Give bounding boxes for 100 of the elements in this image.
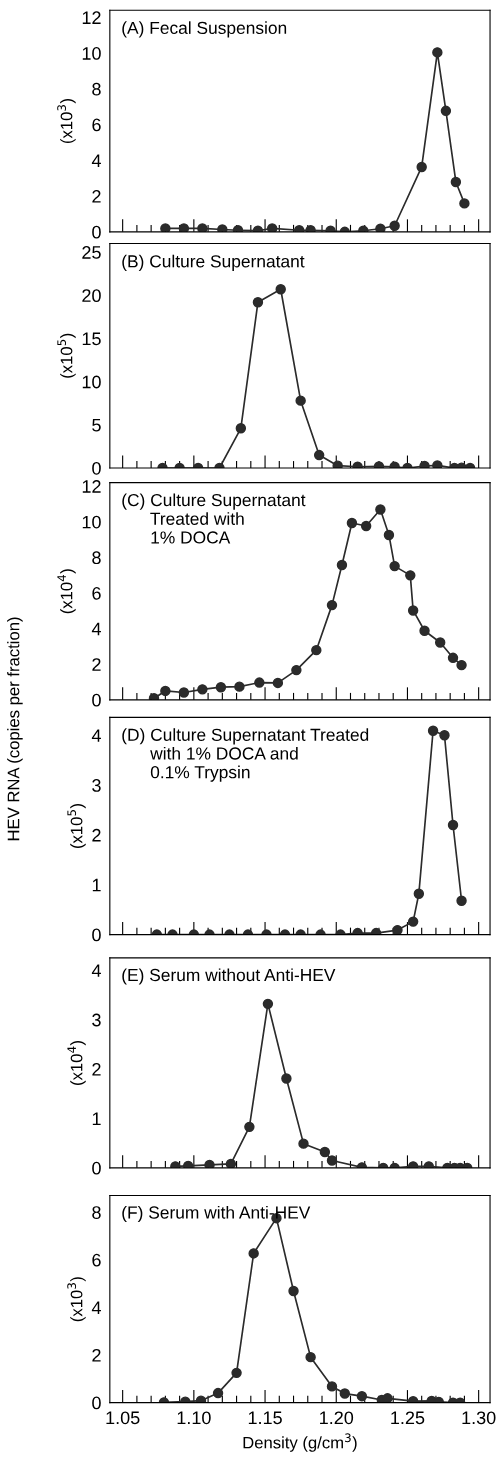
point [356,1390,368,1402]
point [262,998,274,1010]
point [405,570,416,581]
x-tick-label: 1.25 [391,1411,425,1425]
y-tick-label: 12 [82,480,101,493]
point [281,1073,292,1084]
point [447,819,459,831]
point [215,681,227,693]
point [434,637,446,648]
y-tick-label: 8 [92,551,101,565]
x-tick-label: 1.10 [177,1411,211,1425]
point [419,460,430,469]
point [291,664,302,676]
point [225,1158,237,1168]
y-tick-label: 15 [82,332,101,346]
text: (F) Serum with Anti-HEV [122,1205,311,1223]
point [160,685,171,697]
y-tick-label: 12 [82,11,101,24]
point [272,677,284,689]
point [456,659,467,671]
point [389,220,400,231]
point [389,560,400,572]
point [432,47,443,58]
y-tick-label: 6 [92,586,101,600]
text: HEV RNA (copies per fraction) [7,617,23,841]
point [254,677,265,688]
point [235,423,247,434]
point [178,223,190,232]
text: (A) Fecal Suspension [122,21,287,38]
point [288,1285,299,1297]
point [244,1121,255,1133]
y-axis-title: (x10$^{4}$) [67,1040,86,1085]
point [336,559,348,571]
y-tick-label: 2 [92,828,101,842]
point [160,223,171,232]
y-tick-label: 0 [92,928,101,942]
y-tick-label: 25 [82,246,101,259]
point [439,730,450,741]
y-tick-label: 5 [92,418,101,432]
point [447,652,459,664]
x-tick-label: 1.15 [248,1411,282,1425]
y-tick-label: 6 [92,1253,101,1267]
point [197,684,208,695]
point [266,223,278,232]
y-tick-label: 0 [92,225,101,239]
y-tick-label: 3 [92,1013,101,1027]
point [212,1387,224,1399]
y-tick-label: 10 [82,515,101,529]
point [407,916,419,927]
y-tick-label: 1 [92,878,101,892]
point [456,895,467,906]
y-tick-label: 10 [82,375,101,389]
point [204,1159,215,1168]
text: (E) Serum without Anti-HEV [122,968,336,985]
point [346,517,358,529]
point [419,625,430,636]
point [178,687,190,698]
y-tick-label: 1 [92,1112,101,1125]
y-tick-label: 0 [92,693,101,707]
point [383,529,395,541]
point [360,520,372,532]
y-axis-title: (x10$^{4}$) [57,569,76,614]
y-tick-label: 10 [82,47,101,60]
y-axis-title: (x10$^{3}$) [67,1277,86,1322]
text: (C) Culture Supernatant Treated with 1% DOCA [122,493,306,544]
point [231,1367,242,1379]
y-axis-title: (x10$^{3}$) [57,99,76,144]
y-tick-label: 2 [92,190,101,203]
y-tick-label: 6 [92,118,101,132]
y-tick-label: 2 [92,1348,101,1362]
y-tick-label: 2 [92,1062,101,1076]
point [375,223,386,232]
x-tick-label: 1.20 [320,1411,354,1425]
point [217,224,228,232]
point [252,297,264,308]
point [459,198,470,209]
y-axis-title: (x10$^{5}$) [57,333,76,378]
point [416,161,427,173]
point [313,449,325,461]
point [234,681,245,692]
point [275,284,286,295]
y-tick-label: 4 [91,1301,101,1314]
point [382,1393,393,1403]
y-tick-label: 0 [92,1396,101,1410]
point [197,223,208,232]
point [339,1388,351,1399]
point [326,599,338,611]
y-axis-title: (x10$^{5}$) [67,804,86,849]
x-axis-title: Density (g/cm$^{3}$) [243,1433,357,1452]
point [319,1146,331,1158]
y-tick-label: 8 [92,82,101,96]
point [392,924,403,935]
y-tick-label: 3 [92,779,101,792]
point [440,105,452,117]
y-tick-label: 2 [92,658,101,671]
point [432,460,443,469]
point [326,1381,338,1392]
y-tick-label: 8 [92,1206,101,1219]
point [305,1351,316,1363]
x-tick-label: 1.05 [106,1411,140,1425]
